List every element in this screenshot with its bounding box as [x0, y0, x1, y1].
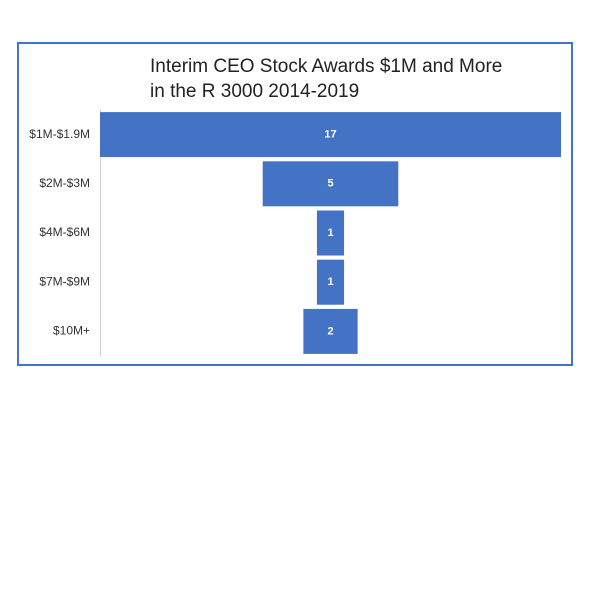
- bar: [316, 210, 345, 256]
- category-label: $4M-$6M: [39, 225, 90, 239]
- data-label: 17: [324, 129, 336, 141]
- bar: [316, 259, 345, 305]
- bar: [303, 308, 358, 354]
- data-label: 1: [327, 227, 333, 239]
- data-label: 5: [327, 178, 333, 190]
- category-label: $2M-$3M: [39, 176, 90, 190]
- bar: [262, 161, 399, 207]
- category-label: $10M+: [53, 324, 90, 338]
- chart-frame: [17, 42, 573, 366]
- data-label: 1: [327, 276, 333, 288]
- bar: [100, 112, 561, 158]
- data-label: 2: [327, 325, 333, 337]
- category-label: $1M-$1.9M: [29, 127, 90, 141]
- category-label: $7M-$9M: [39, 274, 90, 288]
- chart-title: Interim CEO Stock Awards $1M and More in…: [150, 56, 503, 102]
